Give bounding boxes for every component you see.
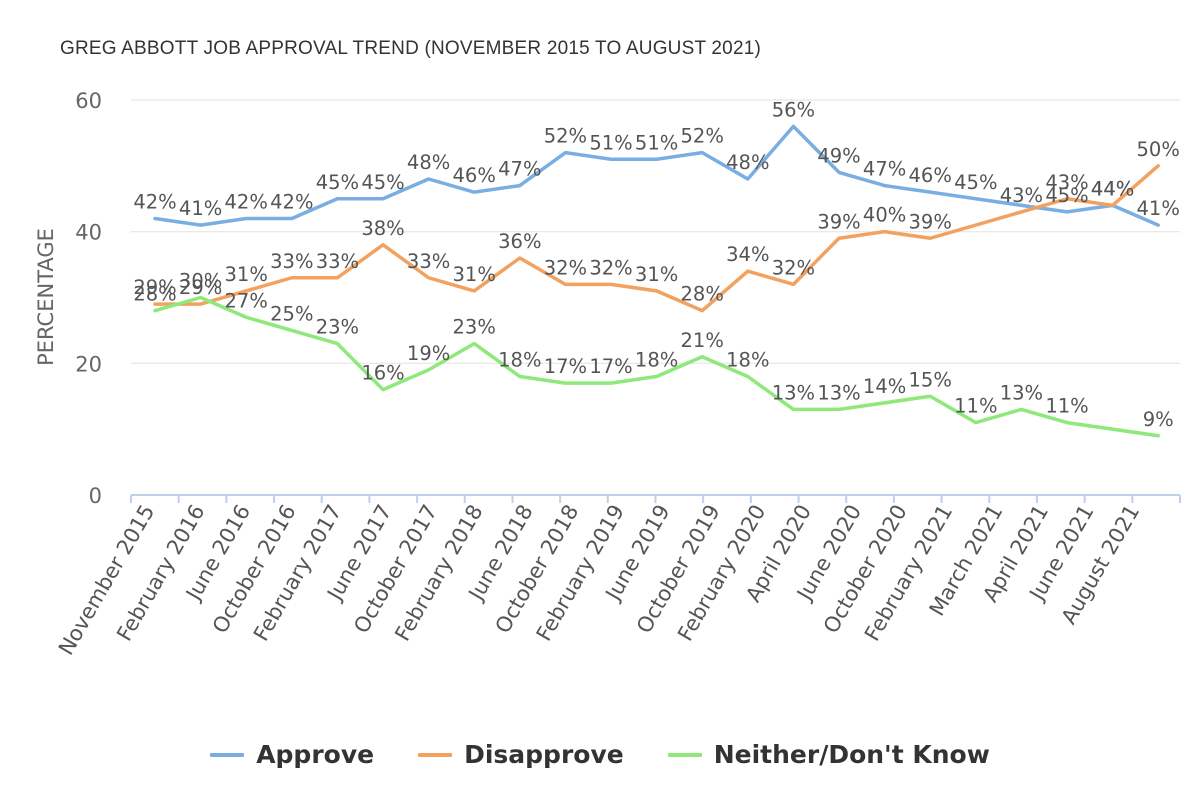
- y-tick-label: 20: [75, 352, 102, 376]
- data-label: 38%: [361, 217, 404, 240]
- data-label: 42%: [225, 191, 268, 214]
- data-label: 32%: [772, 256, 815, 279]
- data-label: 18%: [726, 349, 769, 372]
- data-label: 29%: [133, 276, 176, 299]
- data-label: 47%: [863, 158, 906, 181]
- data-label: 41%: [1137, 197, 1180, 220]
- data-label: 25%: [270, 302, 313, 325]
- data-label: 18%: [498, 349, 541, 372]
- data-label: 52%: [681, 125, 724, 148]
- y-tick-label: 60: [75, 89, 102, 113]
- data-label: 45%: [1045, 184, 1088, 207]
- data-label: 51%: [635, 131, 678, 154]
- data-label: 42%: [133, 191, 176, 214]
- data-label: 28%: [133, 283, 176, 306]
- data-label: 23%: [316, 316, 359, 339]
- data-label: 39%: [909, 210, 952, 233]
- series-line-neither-don-t-know: [153, 295, 1160, 438]
- data-label: 51%: [589, 131, 632, 154]
- data-label: 17%: [589, 355, 632, 378]
- data-label: 17%: [544, 355, 587, 378]
- data-label: 45%: [361, 171, 404, 194]
- data-label: 16%: [361, 362, 404, 385]
- data-label: 40%: [863, 204, 906, 227]
- data-label: 49%: [817, 144, 860, 167]
- data-label: 36%: [498, 230, 541, 253]
- legend-label-neither: Neither/Don't Know: [713, 740, 990, 769]
- data-label: 52%: [544, 125, 587, 148]
- legend: Approve Disapprove Neither/Don't Know: [0, 740, 1200, 769]
- series-line-disapprove: [153, 164, 1160, 313]
- data-label: 18%: [635, 349, 678, 372]
- data-label: 45%: [316, 171, 359, 194]
- legend-item-disapprove[interactable]: Disapprove: [418, 740, 624, 769]
- data-label: 42%: [270, 191, 313, 214]
- data-label: 19%: [407, 342, 450, 365]
- data-label: 50%: [1137, 138, 1180, 161]
- data-label: 41%: [179, 197, 222, 220]
- data-label: 23%: [453, 316, 496, 339]
- chart-title: GREG ABBOTT JOB APPROVAL TREND (NOVEMBER…: [60, 38, 762, 59]
- legend-swatch-neither: [667, 752, 702, 757]
- y-tick-label: 0: [89, 484, 102, 508]
- data-label: 13%: [1000, 381, 1043, 404]
- data-label: 31%: [225, 263, 268, 286]
- data-label: 33%: [407, 250, 450, 273]
- data-label: 31%: [635, 263, 678, 286]
- data-label: 47%: [498, 158, 541, 181]
- data-label: 31%: [453, 263, 496, 286]
- data-labels: 42% 41% 42% 42%45% 45%48%46% 47%52% 51% 51% 52%4…: [133, 98, 1180, 430]
- data-label: 33%: [270, 250, 313, 273]
- data-label: 46%: [909, 164, 952, 187]
- data-label: 39%: [817, 210, 860, 233]
- data-label: 9%: [1143, 408, 1174, 431]
- data-label: 33%: [316, 250, 359, 273]
- series-lines: [153, 124, 1160, 438]
- data-label: 30%: [179, 270, 222, 293]
- data-label: 27%: [225, 289, 268, 312]
- data-label: 45%: [954, 171, 997, 194]
- data-label: 43%: [1000, 184, 1043, 207]
- gridlines: [131, 99, 1180, 364]
- data-label: 48%: [407, 151, 450, 174]
- legend-item-approve[interactable]: Approve: [210, 740, 374, 769]
- series-line-approve: [153, 124, 1160, 227]
- data-label: 21%: [681, 329, 724, 352]
- data-label: 14%: [863, 375, 906, 398]
- data-label: 13%: [817, 381, 860, 404]
- data-label: 32%: [589, 256, 632, 279]
- y-axis-title: PERCENTAGE: [34, 228, 58, 366]
- legend-swatch-approve: [210, 752, 245, 757]
- legend-swatch-disapprove: [418, 752, 453, 757]
- data-label: 11%: [954, 395, 997, 418]
- legend-label-approve: Approve: [256, 740, 375, 769]
- data-label: 44%: [1091, 177, 1134, 200]
- data-label: 44%: [1091, 177, 1134, 200]
- legend-item-neither[interactable]: Neither/Don't Know: [667, 740, 990, 769]
- data-label: 29%: [179, 276, 222, 299]
- data-label: 34%: [726, 243, 769, 266]
- data-label: 13%: [772, 381, 815, 404]
- data-label: 15%: [909, 368, 952, 391]
- data-label: 28%: [681, 283, 724, 306]
- legend-label-disapprove: Disapprove: [464, 740, 624, 769]
- y-tick-label: 40: [75, 221, 102, 245]
- data-label: 43%: [1045, 171, 1088, 194]
- data-label: 32%: [544, 256, 587, 279]
- data-label: 48%: [726, 151, 769, 174]
- data-label: 46%: [453, 164, 496, 187]
- data-label: 11%: [1045, 395, 1088, 418]
- data-label: 56%: [772, 98, 815, 121]
